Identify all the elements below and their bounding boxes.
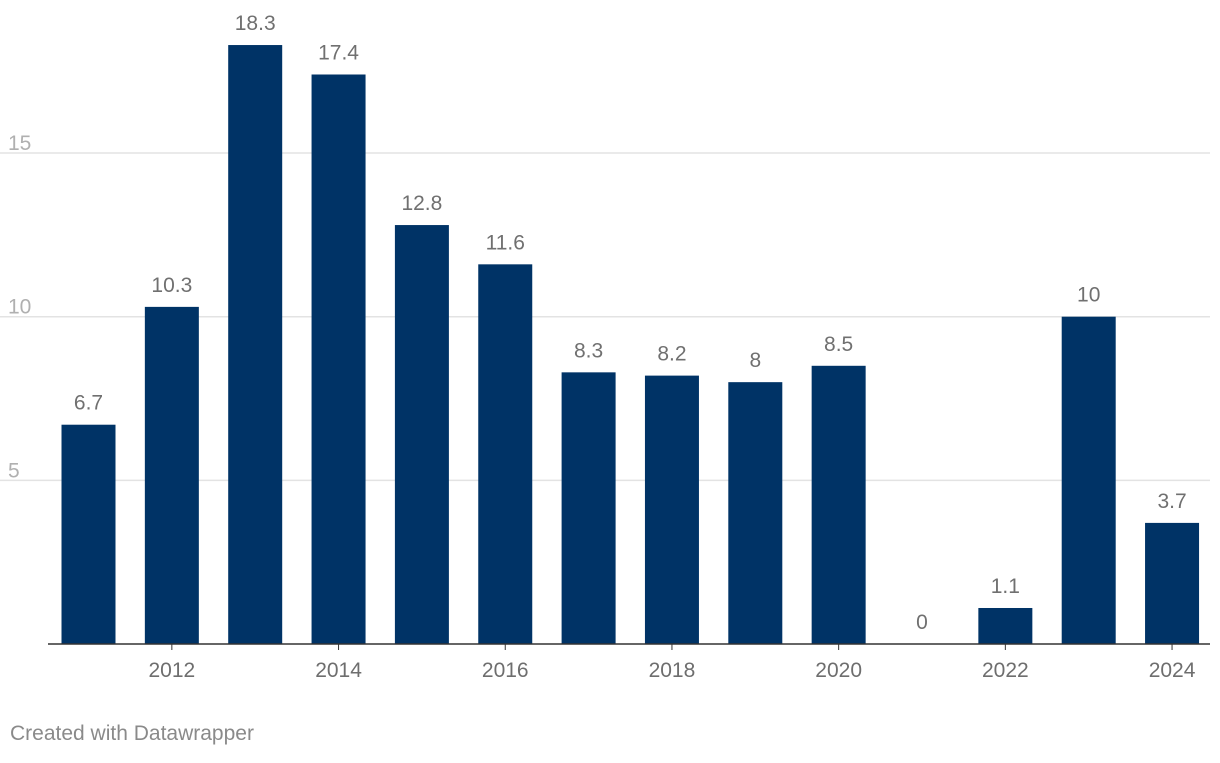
y-tick-label: 10 [8, 296, 31, 319]
bar-2019 [728, 382, 783, 644]
data-label-2022: 1.1 [991, 575, 1020, 598]
data-label-2015: 12.8 [401, 192, 442, 215]
bar-2016 [478, 264, 533, 644]
data-label-2013: 18.3 [235, 12, 276, 35]
y-tick-label: 15 [8, 132, 31, 155]
data-label-2017: 8.3 [574, 339, 603, 362]
data-label-2020: 8.5 [824, 333, 853, 356]
bar-2017 [561, 372, 616, 644]
y-axis-ticks: 5 10 15 [8, 132, 31, 482]
x-tick-label-2022: 2022 [982, 659, 1029, 682]
x-tick-label-2018: 2018 [649, 659, 696, 682]
x-tick-label-2016: 2016 [482, 659, 529, 682]
bar-2013 [228, 45, 283, 644]
data-label-2019: 8 [749, 349, 761, 372]
data-label-2016: 11.6 [486, 231, 525, 254]
data-label-2018: 8.2 [657, 343, 686, 366]
bar-2018 [644, 375, 699, 644]
data-label-2024: 3.7 [1157, 490, 1186, 513]
y-tick-label: 5 [8, 459, 20, 482]
data-label-2012: 10.3 [151, 274, 192, 297]
bar-2012 [144, 306, 199, 644]
x-tick-label-2014: 2014 [315, 659, 362, 682]
bar-2011 [61, 424, 116, 644]
bar-2023 [1061, 316, 1116, 644]
bar-2014 [311, 74, 366, 645]
datawrapper-credit: Created with Datawrapper [10, 722, 254, 745]
x-tick-label-2012: 2012 [148, 659, 195, 682]
x-axis-ticks: 2012 2014 2016 2018 2020 2022 2024 [148, 644, 1196, 682]
data-label-2011: 6.7 [74, 392, 103, 415]
x-tick-label-2020: 2020 [815, 659, 862, 682]
data-label-2021: 0 [916, 611, 928, 634]
data-label-2014: 17.4 [318, 41, 359, 64]
bar-2024 [1145, 522, 1200, 644]
bar-2020 [811, 365, 866, 644]
bar-2015 [394, 225, 449, 644]
x-tick-label-2024: 2024 [1149, 659, 1196, 682]
data-label-2023: 10 [1077, 284, 1100, 307]
bars [61, 45, 1200, 645]
data-labels: 6.7 10.3 18.3 17.4 12.8 11.6 8.3 8.2 8 8.5 0 1.1 10 3… [74, 12, 1187, 634]
bar-2022 [978, 607, 1033, 644]
